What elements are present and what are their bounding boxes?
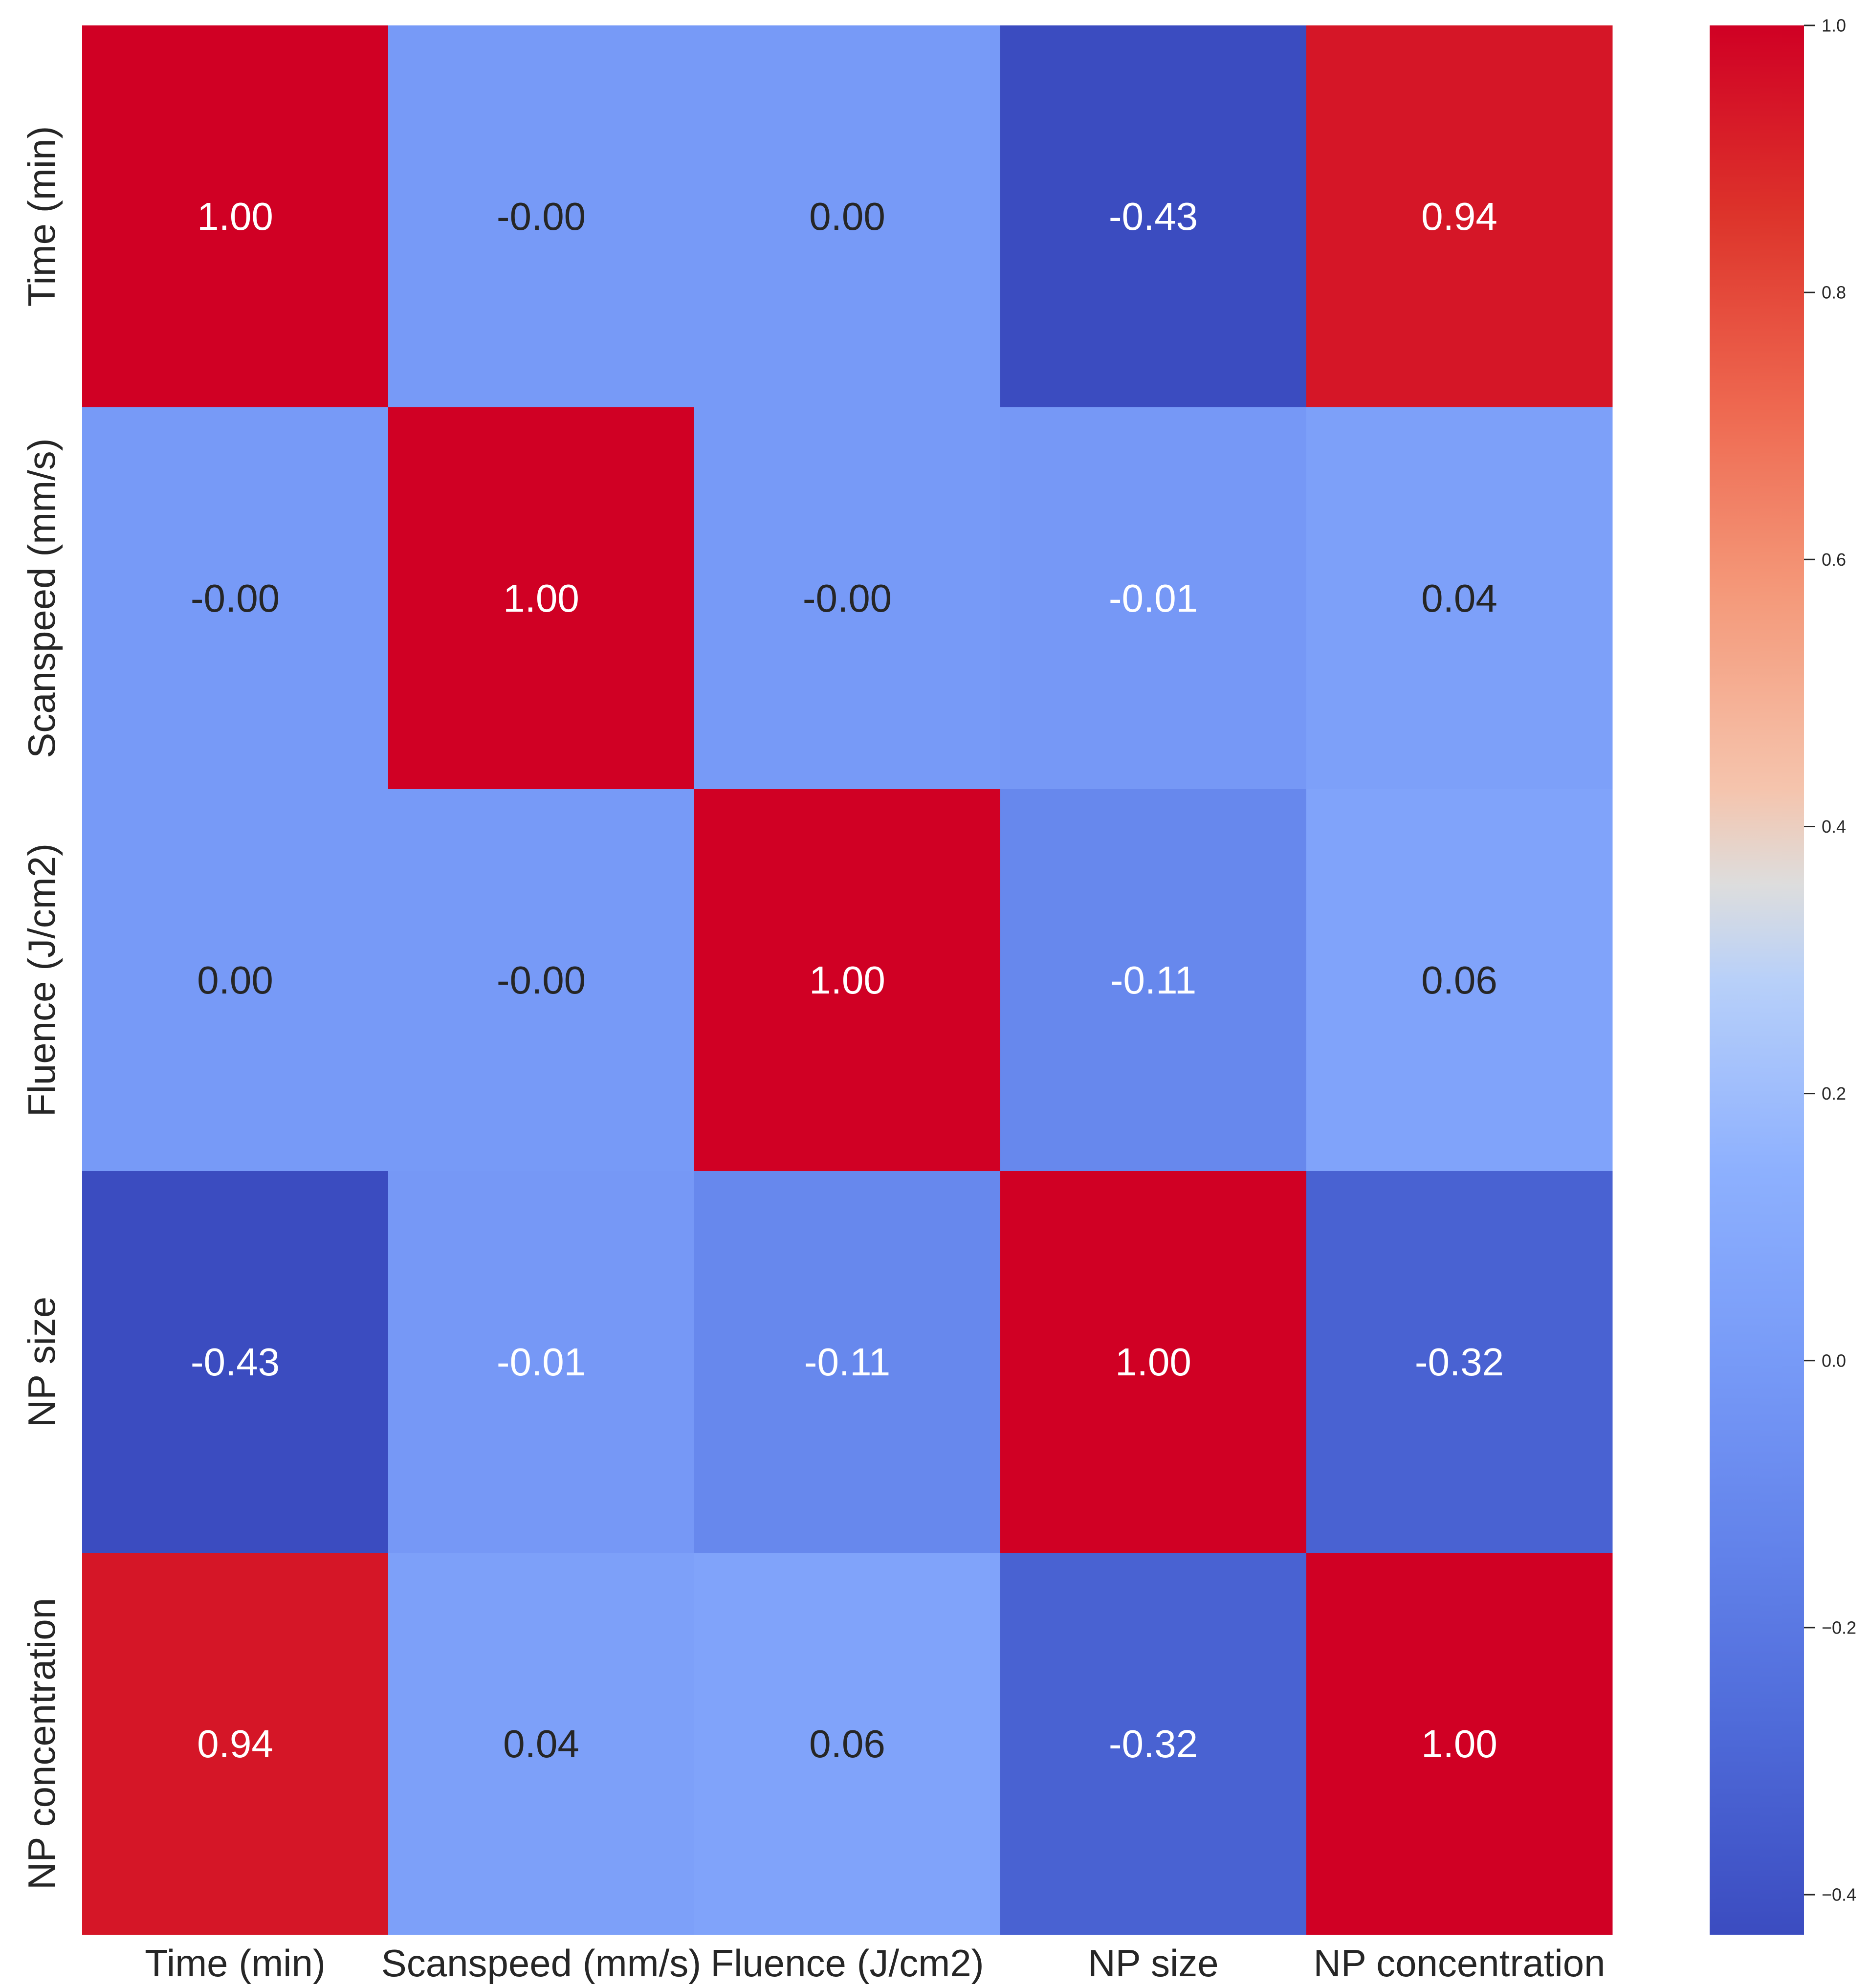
colorbar-tick-label: 0.8: [1822, 283, 1846, 303]
cell-annotation: -0.01: [497, 1340, 586, 1384]
cell-annotation: -0.32: [1415, 1340, 1504, 1384]
heatmap-cell: [694, 25, 1001, 408]
heatmap-cell: [388, 407, 695, 790]
heatmap-cell: [82, 25, 389, 408]
heatmap-cell: [388, 1171, 695, 1553]
x-tick-label: Time (min): [145, 1942, 326, 1985]
heatmap-cell: [1000, 1553, 1307, 1935]
colorbar-tick-label: 1.0: [1822, 16, 1846, 36]
colorbar-tick-label: −0.2: [1822, 1617, 1856, 1637]
y-tick-label: Fluence (J/cm2): [20, 843, 63, 1117]
cell-annotation: 1.00: [809, 958, 885, 1002]
cell-annotation: -0.01: [1109, 576, 1198, 620]
heatmap-cells: [82, 25, 1613, 1935]
cell-annotation: 0.94: [1421, 195, 1497, 238]
y-tick-label: Time (min): [20, 126, 63, 307]
colorbar-tick-label: −0.4: [1822, 1885, 1856, 1905]
heatmap-cell: [82, 407, 389, 790]
cell-annotation: 0.04: [503, 1722, 579, 1766]
x-axis-tick-labels: Time (min) Scanspeed (mm/s) Fluence (J/cm2…: [145, 1942, 1605, 1985]
colorbar-tick-label: 0.2: [1822, 1083, 1846, 1104]
cell-annotation: -0.43: [191, 1340, 280, 1384]
cell-annotation: -0.00: [497, 958, 586, 1002]
heatmap-cell: [1000, 25, 1307, 408]
heatmap-annotations: 1.00 -0.00 0.00 -0.43 0.94 -0.00 1.00 -0.00 -0.0…: [191, 195, 1504, 1766]
heatmap-cell: [1000, 407, 1307, 790]
heatmap-cell: [1306, 25, 1613, 408]
cell-annotation: 0.04: [1421, 576, 1497, 620]
heatmap-cell: [82, 1553, 389, 1935]
colorbar-bar: [1710, 25, 1804, 1935]
cell-annotation: 1.00: [503, 576, 579, 620]
heatmap-cell: [1000, 1171, 1307, 1553]
cell-annotation: -0.43: [1109, 195, 1198, 238]
y-tick-label: NP size: [20, 1297, 63, 1427]
cell-annotation: -0.11: [1110, 958, 1196, 1002]
cell-annotation: 0.94: [197, 1722, 273, 1766]
heatmap-cell: [1306, 407, 1613, 790]
cell-annotation: -0.00: [803, 576, 892, 620]
colorbar: 1.0 0.8 0.6 0.4 0.2 0.0 −0.2 −0.4: [1710, 16, 1856, 1935]
colorbar-ticks: 1.0 0.8 0.6 0.4 0.2 0.0 −0.2 −0.4: [1804, 16, 1856, 1905]
y-axis-tick-labels: Time (min) Scanspeed (mm/s) Fluence (J/cm2…: [20, 126, 63, 1890]
heatmap-cell: [1000, 789, 1307, 1171]
cell-annotation: 0.00: [197, 958, 273, 1002]
x-tick-label: Fluence (J/cm2): [710, 1942, 984, 1985]
heatmap-cell: [1306, 789, 1613, 1171]
heatmap-cell: [388, 25, 695, 408]
cell-annotation: -0.32: [1109, 1722, 1198, 1766]
cell-annotation: 1.00: [1115, 1340, 1191, 1384]
colorbar-tick-label: 0.6: [1822, 550, 1846, 570]
heatmap-cell: [694, 1171, 1001, 1553]
heatmap-cell: [388, 789, 695, 1171]
colorbar-tick-label: 0.4: [1822, 817, 1846, 837]
cell-annotation: -0.00: [497, 195, 586, 238]
heatmap-cell: [694, 407, 1001, 790]
cell-annotation: 1.00: [197, 195, 273, 238]
heatmap-cell: [1306, 1171, 1613, 1553]
y-tick-label: NP concentration: [20, 1598, 63, 1890]
cell-annotation: 0.06: [1421, 958, 1497, 1002]
heatmap-cell: [388, 1553, 695, 1935]
x-tick-label: NP size: [1088, 1942, 1218, 1985]
heatmap-cell: [694, 789, 1001, 1171]
heatmap-cell: [694, 1553, 1001, 1935]
heatmap-cell: [82, 1171, 389, 1553]
heatmap-cell: [1306, 1553, 1613, 1935]
cell-annotation: 0.00: [809, 195, 885, 238]
y-tick-label: Scanspeed (mm/s): [20, 438, 63, 758]
heatmap-cell: [82, 789, 389, 1171]
cell-annotation: -0.00: [191, 576, 280, 620]
x-tick-label: NP concentration: [1314, 1942, 1606, 1985]
cell-annotation: -0.11: [804, 1340, 890, 1384]
x-tick-label: Scanspeed (mm/s): [381, 1942, 702, 1985]
cell-annotation: 1.00: [1421, 1722, 1497, 1766]
colorbar-tick-label: 0.0: [1822, 1350, 1846, 1370]
cell-annotation: 0.06: [809, 1722, 885, 1766]
